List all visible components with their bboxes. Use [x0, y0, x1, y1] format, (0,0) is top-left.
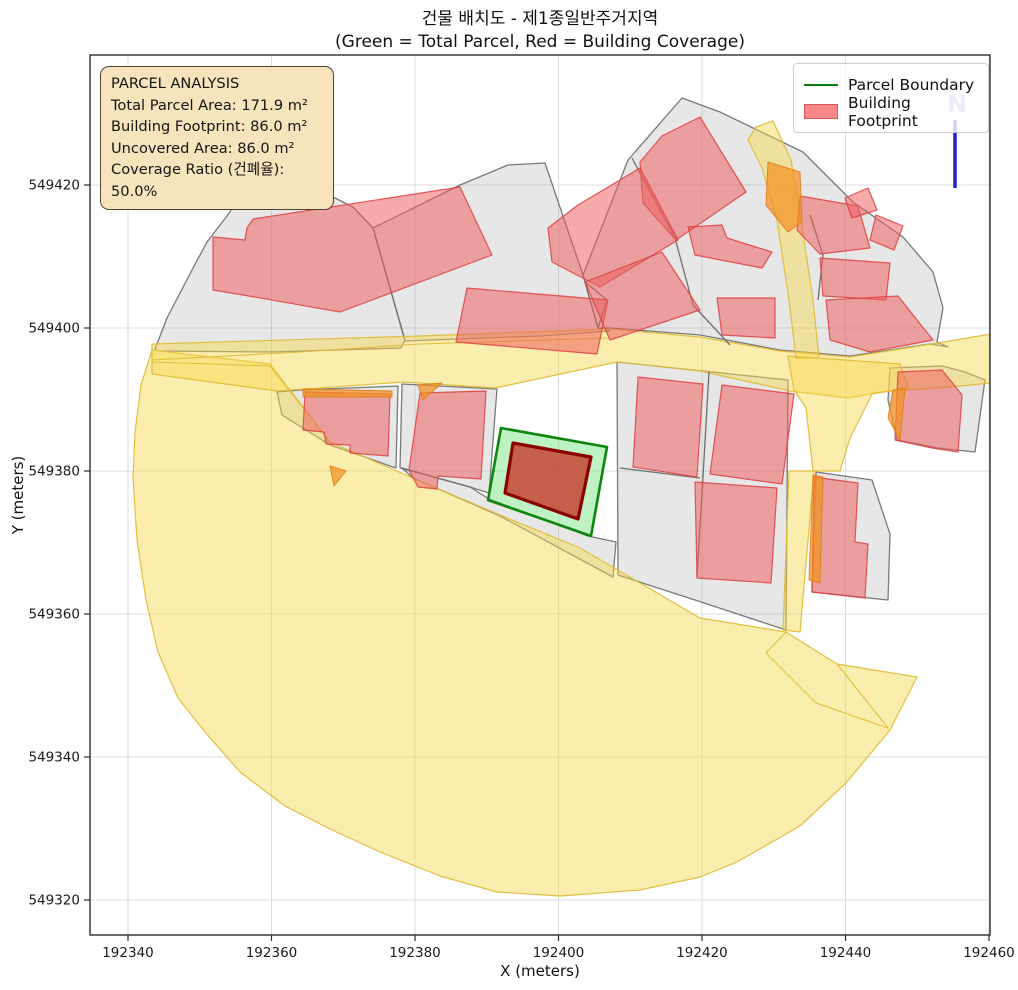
x-tick-label: 192460	[963, 945, 1015, 961]
building-fan-3	[584, 251, 701, 341]
orange-strip-road	[808, 474, 824, 584]
y-axis-ticks: 549420 549400 549380 549360 549340 549320	[28, 178, 90, 909]
building-mid-4	[709, 384, 795, 485]
x-axis-ticks: 192340 192360 192380 192400 192420 192440 1924…	[102, 935, 1015, 961]
legend: Parcel Boundary Building Footprint	[793, 63, 989, 133]
building-mid-3	[632, 376, 704, 478]
building-mid-6	[811, 476, 869, 599]
y-axis-label: Y (meters)	[9, 455, 27, 535]
orange-tri-mid2	[417, 382, 443, 401]
building-east	[894, 369, 963, 453]
parcel-analysis-title: PARCEL ANALYSIS	[111, 75, 240, 92]
road-area-main	[132, 349, 918, 897]
map-shapes	[132, 97, 990, 897]
parcel-analysis-uncovered: Uncovered Area: 86.0 m²	[111, 139, 295, 157]
boundary-line-2	[619, 467, 701, 479]
x-tick-label: 192420	[676, 945, 728, 961]
orange-tri-mid3	[329, 465, 347, 487]
chart-title: 건물 배치도 - 제1종일반주거지역 (Green = Total Parcel…	[90, 8, 990, 54]
road-line-1	[765, 631, 889, 729]
legend-line-swatch	[804, 83, 838, 86]
legend-patch-swatch	[804, 104, 838, 119]
parcel-analysis-box: PARCEL ANALYSIS Total Parcel Area: 171.9…	[100, 66, 334, 210]
chart-title-line2: (Green = Total Parcel, Red = Building Co…	[335, 32, 745, 52]
legend-item-parcel-boundary: Parcel Boundary	[804, 71, 982, 98]
x-tick-label: 192360	[246, 945, 298, 961]
y-tick-label: 549320	[28, 893, 80, 909]
y-tick-label: 549380	[28, 464, 80, 480]
building-nw-L	[212, 186, 493, 313]
legend-item-building-footprint: Building Footprint	[804, 94, 982, 130]
building-fan-10	[869, 214, 904, 251]
y-tick-label: 549420	[28, 178, 80, 194]
chart-title-line1: 건물 배치도 - 제1종일반주거지역	[421, 9, 659, 29]
legend-label-parcel-boundary: Parcel Boundary	[848, 75, 975, 94]
x-tick-label: 192400	[533, 945, 585, 961]
parcel-analysis-coverage-ratio: Coverage Ratio (건폐율): 50.0%	[111, 161, 285, 200]
building-fan-7	[819, 257, 891, 301]
building-n-strip	[455, 287, 609, 355]
legend-label-building-footprint: Building Footprint	[848, 93, 918, 130]
building-fan-2	[547, 167, 679, 288]
parcel-analysis-footprint: Building Footprint: 86.0 m²	[111, 118, 308, 135]
building-fan-4	[687, 224, 773, 269]
orange-patch-fan	[765, 161, 803, 233]
road-line-2	[836, 663, 889, 729]
plot-frame	[89, 54, 991, 936]
road-vertical	[782, 470, 815, 633]
x-tick-label: 192440	[820, 945, 872, 961]
building-mid-5	[694, 481, 778, 584]
road-fan-narrow	[747, 120, 820, 359]
x-axis-label: X (meters)	[500, 962, 580, 980]
x-tick-label: 192380	[389, 945, 441, 961]
orange-strip-mid1	[302, 388, 393, 398]
orange-strip-east	[887, 387, 906, 441]
y-tick-label: 549360	[28, 607, 80, 623]
building-fan-5	[716, 297, 776, 339]
building-fan-9	[844, 187, 878, 219]
parcel-analysis-total-area: Total Parcel Area: 171.9 m²	[111, 96, 308, 114]
y-tick-label: 549340	[28, 750, 80, 766]
building-mid-1	[302, 391, 391, 457]
building-fan-8	[825, 295, 934, 353]
y-tick-label: 549400	[28, 321, 80, 337]
building-mid-2	[408, 390, 487, 490]
target-building-footprint	[503, 441, 593, 521]
x-tick-label: 192340	[102, 945, 154, 961]
